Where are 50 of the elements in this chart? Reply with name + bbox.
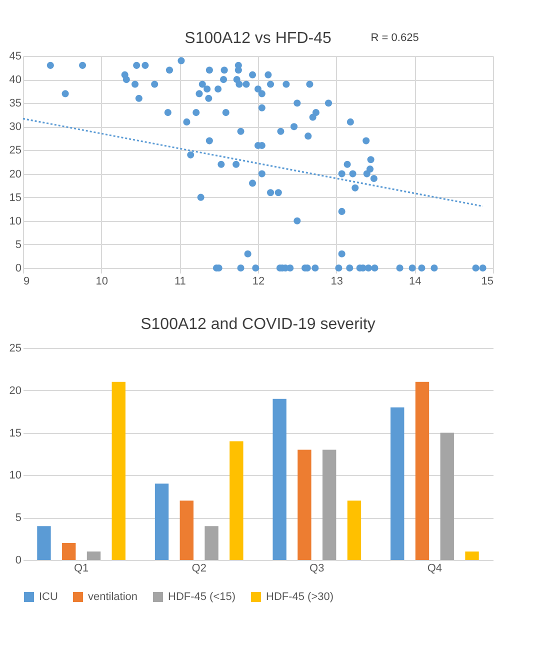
x-tick-label: 14	[409, 276, 422, 288]
y-tick-label: 25	[9, 342, 22, 354]
y-tick-label: 0	[15, 554, 22, 566]
bar	[154, 484, 169, 560]
x-tick-label: Q1	[74, 562, 89, 574]
x-tick-label: 13	[330, 276, 343, 288]
bar	[415, 382, 430, 560]
y-tick-label: 15	[9, 427, 22, 440]
bar	[272, 398, 286, 560]
y-tick-label: 25	[9, 144, 22, 157]
bar	[440, 432, 454, 560]
y-tick-label: 10	[9, 470, 22, 482]
bar	[204, 526, 218, 560]
x-tick-label: 9	[24, 276, 30, 288]
bar	[112, 382, 126, 560]
y-tick-label: 10	[9, 215, 22, 228]
y-tick-label: 35	[9, 98, 22, 110]
y-tick-label: 15	[9, 192, 22, 204]
bar	[347, 500, 362, 560]
x-tick-label: Q3	[310, 562, 324, 574]
bar	[86, 552, 101, 560]
x-tick-label: Q4	[427, 562, 442, 574]
y-tick-label: 20	[9, 168, 22, 180]
x-tick-label: 12	[252, 276, 265, 288]
y-tick-label: 0	[15, 262, 22, 274]
bar	[230, 441, 244, 560]
bar	[390, 407, 404, 560]
x-tick-label: 11	[174, 276, 186, 288]
chart-title: S100A12 vs HFD-45	[184, 30, 332, 47]
bar	[298, 450, 312, 560]
legend-label: HDF-45 (<15)	[168, 591, 236, 603]
legend-label: ICU	[39, 591, 58, 603]
chart-title: S100A12 and COVID-19 severity	[140, 316, 376, 333]
legend-label: ventilation	[88, 591, 138, 603]
bar	[37, 526, 51, 560]
y-tick-label: 40	[9, 74, 22, 86]
x-tick-label: 10	[96, 276, 108, 288]
bar	[322, 450, 336, 560]
x-tick-label: 15	[481, 276, 494, 288]
y-tick-label: 5	[15, 512, 22, 524]
bar	[180, 500, 194, 560]
text: R = 0.625	[370, 32, 419, 44]
x-tick-label: Q2	[192, 562, 206, 574]
bar	[62, 543, 76, 560]
y-tick-label: 20	[9, 384, 22, 397]
bar	[465, 552, 479, 560]
y-tick-label: 30	[9, 121, 22, 134]
y-tick-label: 45	[9, 50, 22, 62]
legend-label: HDF-45 (>30)	[266, 591, 334, 603]
y-tick-label: 5	[15, 238, 22, 251]
